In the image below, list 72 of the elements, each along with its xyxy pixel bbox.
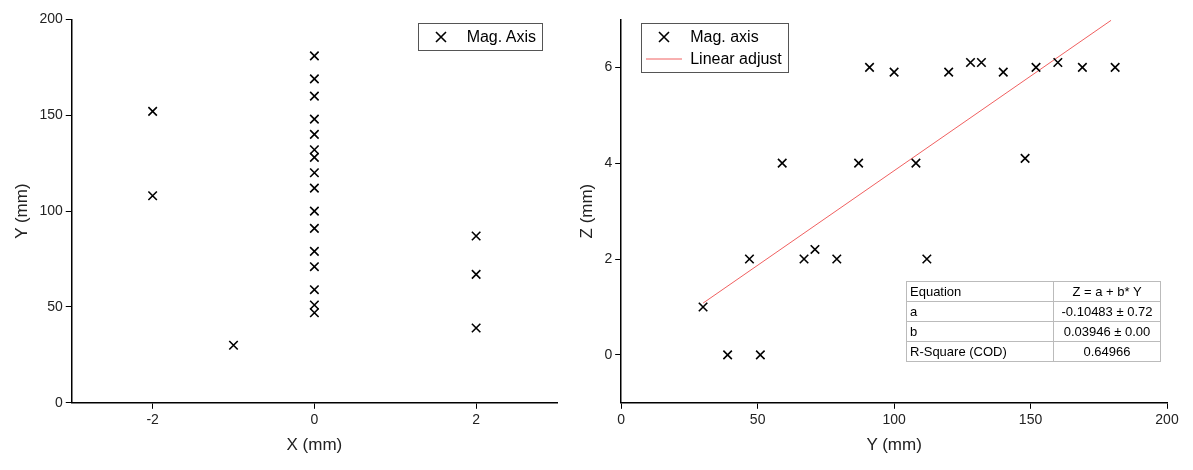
- point: [921, 253, 932, 265]
- point: [309, 183, 320, 194]
- y-axis-title: Z (mm): [576, 183, 596, 239]
- point: [147, 190, 158, 201]
- point: [147, 106, 158, 117]
- x-tick-label: 0: [310, 411, 319, 428]
- point: [698, 301, 709, 312]
- point: [965, 57, 976, 68]
- point: [309, 223, 320, 234]
- y-tick-label: 100: [39, 201, 63, 218]
- annotation: Z = a + b* Y: [1053, 281, 1161, 302]
- point: [309, 284, 320, 295]
- x-tick-label: 200: [1155, 411, 1179, 428]
- x-tick-label: 50: [749, 411, 766, 428]
- point: [853, 158, 864, 169]
- annotation: b: [906, 321, 1054, 342]
- point: [755, 349, 766, 360]
- point: [809, 244, 820, 255]
- point: [309, 114, 320, 125]
- point: [798, 253, 810, 265]
- point: [777, 158, 788, 169]
- point: [864, 62, 875, 73]
- x-axis-title: Y (mm): [866, 435, 922, 455]
- point: [976, 57, 987, 68]
- point: [309, 246, 320, 257]
- point: [1110, 62, 1121, 73]
- point: [228, 340, 239, 351]
- y-tick-label: 150: [39, 106, 63, 123]
- x-tick-label: 150: [1018, 411, 1043, 428]
- point: [471, 269, 482, 280]
- point: [309, 261, 320, 272]
- y-tick-label: 2: [604, 249, 613, 266]
- y-tick-label: 4: [604, 154, 613, 171]
- point: [309, 73, 320, 84]
- point: [744, 253, 755, 265]
- point: [471, 322, 482, 334]
- point: [998, 67, 1009, 78]
- point: [889, 67, 900, 78]
- legend-label: Linear adjust: [690, 49, 782, 70]
- annotation: -0.10483 ± 0.72: [1053, 301, 1161, 322]
- annotation: Equation: [906, 281, 1054, 302]
- point: [722, 349, 733, 360]
- x-axis-title: X (mm): [286, 435, 343, 455]
- point: [309, 167, 320, 178]
- point: [309, 50, 320, 61]
- y-tick-label: 0: [604, 345, 613, 362]
- annotation: 0.03946 ± 0.00: [1053, 321, 1161, 342]
- x-tick-label: -2: [146, 411, 160, 428]
- point: [471, 230, 482, 242]
- point: [910, 158, 921, 169]
- point: [1030, 62, 1042, 73]
- annotation: 0.64966: [1053, 341, 1161, 362]
- point: [1077, 62, 1088, 73]
- point: [1020, 153, 1031, 164]
- y-tick-label: 0: [54, 393, 63, 410]
- x-tick-label: 2: [472, 411, 481, 428]
- point: [943, 67, 954, 78]
- point: [309, 206, 320, 217]
- legend-label: Mag. Axis: [466, 27, 536, 48]
- y-tick-label: 200: [39, 10, 63, 27]
- annotation: R-Square (COD): [906, 341, 1054, 362]
- y-tick-label: 6: [604, 58, 613, 75]
- x-tick-label: 100: [882, 411, 906, 428]
- point: [309, 129, 320, 140]
- x-tick-label: 0: [617, 411, 626, 428]
- legend-label: Mag. axis: [690, 27, 759, 48]
- point: [309, 91, 320, 102]
- y-axis-title: Y (mm): [11, 183, 31, 239]
- annotation: a: [906, 301, 1054, 322]
- point: [1052, 57, 1063, 68]
- y-tick-label: 50: [47, 297, 63, 314]
- point: [831, 253, 842, 265]
